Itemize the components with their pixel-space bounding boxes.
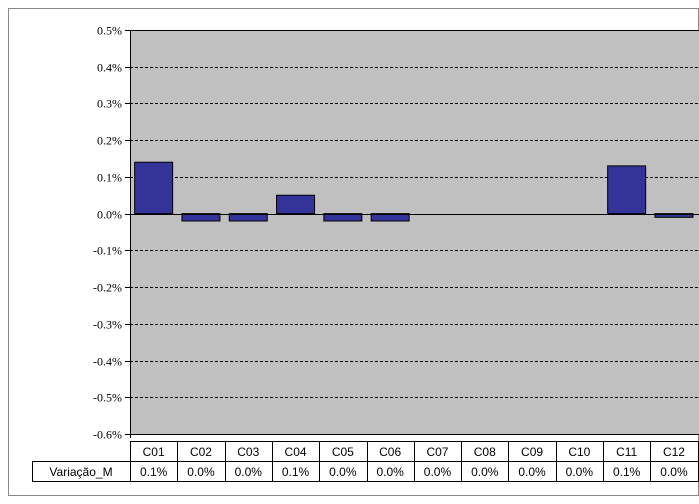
bar-c02 — [181, 213, 221, 222]
bar-c04 — [276, 194, 316, 215]
table-cell-c07: 0.0% — [424, 465, 452, 479]
category-label-c10: C10 — [568, 445, 590, 459]
table-cell-c09: 0.0% — [518, 465, 546, 479]
bar-c05 — [323, 213, 363, 222]
y-tick-label: -0.1% — [93, 244, 122, 258]
bars — [134, 161, 694, 222]
bar-c01 — [134, 161, 174, 215]
table-cell-c05: 0.0% — [329, 465, 357, 479]
category-label-c11: C11 — [616, 445, 637, 459]
table-cell-c06: 0.0% — [376, 465, 404, 479]
y-tick-label: 0.2% — [97, 134, 122, 148]
category-label-c05: C05 — [332, 445, 354, 459]
category-label-c09: C09 — [521, 445, 543, 459]
table-cell-c03: 0.0% — [235, 465, 263, 479]
y-tick-label: 0.5% — [97, 24, 122, 38]
category-label-c01: C01 — [143, 445, 165, 459]
y-tick-label: 0.3% — [97, 97, 122, 111]
y-axis: 0.5% 0.4% 0.3% 0.2% 0.1% 0.0% -0.1% -0.2% -0.3% -… — [93, 24, 131, 442]
table-cell-c11: 0.1% — [613, 465, 641, 479]
table-cell-c12: 0.0% — [660, 465, 688, 479]
table-cell-c10: 0.0% — [566, 465, 594, 479]
bar-c11 — [607, 165, 647, 215]
table-cell-c01: 0.1% — [140, 465, 168, 479]
category-label-c02: C02 — [190, 445, 212, 459]
bar-c03 — [228, 213, 268, 222]
plot-area — [130, 30, 699, 435]
y-tick-label: -0.4% — [93, 355, 122, 369]
series-name: Variação_M — [49, 465, 112, 479]
table-cell-c02: 0.0% — [187, 465, 215, 479]
y-tick-label: -0.2% — [93, 281, 122, 295]
category-label-c04: C04 — [285, 445, 307, 459]
y-tick-label: 0.0% — [97, 208, 122, 222]
bar-c06 — [370, 213, 410, 222]
category-label-c06: C06 — [379, 445, 401, 459]
table-cell-c04: 0.1% — [282, 465, 310, 479]
category-label-c03: C03 — [237, 445, 259, 459]
bar-c12 — [654, 213, 694, 218]
y-tick-label: -0.6% — [93, 428, 122, 442]
category-label-c07: C07 — [426, 445, 448, 459]
y-tick-label: 0.4% — [97, 61, 122, 75]
y-tick-label: -0.5% — [93, 391, 122, 405]
category-label-c12: C12 — [663, 445, 685, 459]
y-tick-label: -0.3% — [93, 318, 122, 332]
category-label-c08: C08 — [474, 445, 496, 459]
y-tick-label: 0.1% — [97, 171, 122, 185]
table-cell-c08: 0.0% — [471, 465, 499, 479]
